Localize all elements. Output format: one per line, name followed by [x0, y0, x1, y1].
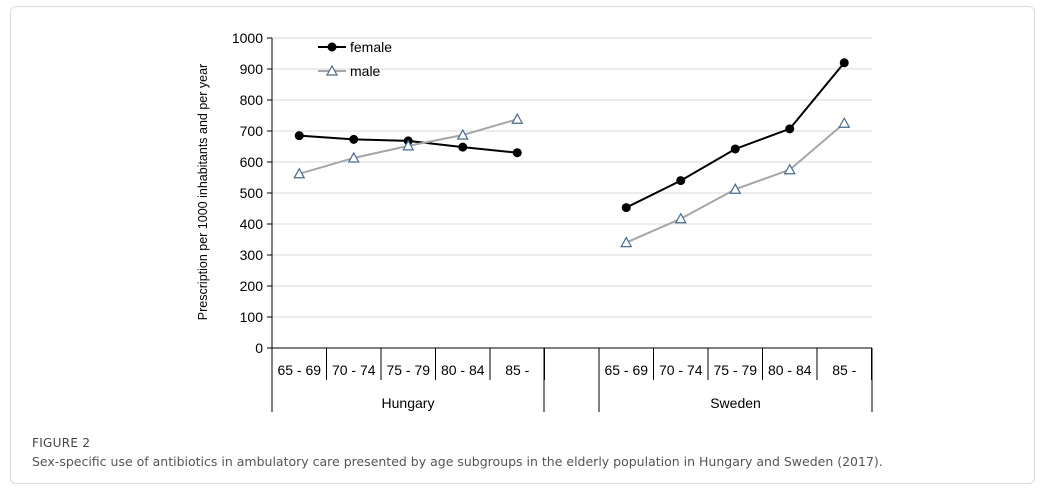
point-male-hungary-2 [402, 139, 415, 151]
x-tick-label-sweden-4: 85 - [832, 362, 856, 378]
point-female-sweden-3 [785, 124, 795, 134]
figure-caption-text: Sex-specific use of antibiotics in ambul… [32, 454, 883, 469]
point-male-sweden-1 [674, 212, 687, 224]
point-female-hungary-0 [294, 131, 304, 141]
point-female-sweden-4 [839, 58, 849, 68]
y-tick-label-100: 100 [240, 309, 264, 325]
point-male-hungary-3 [456, 128, 469, 140]
group-label-hungary: Hungary [382, 395, 435, 411]
y-tick-label-1000: 1000 [232, 30, 263, 46]
point-male-sweden-4 [838, 117, 851, 128]
y-tick-label-400: 400 [240, 216, 264, 232]
line-chart: 0 100 200 300 400 500 600 700 800 900 1000 65 - 69… [196, 30, 873, 412]
point-female-hungary-1 [349, 134, 359, 144]
y-axis: 0 100 200 300 400 500 600 700 800 900 1000 [232, 30, 273, 356]
y-tick-label-500: 500 [240, 185, 264, 201]
legend: female male [318, 39, 392, 79]
point-female-sweden-1 [676, 176, 686, 186]
y-tick-label-700: 700 [240, 123, 264, 139]
figure-frame [10, 6, 1035, 484]
gridlines [272, 37, 872, 318]
y-tick-label-300: 300 [240, 247, 264, 263]
legend-marker-male [325, 64, 339, 76]
y-tick-label-200: 200 [240, 278, 264, 294]
line-male-sweden [625, 122, 845, 244]
y-axis-label: Prescription per 1000 inhabitants and pe… [196, 64, 210, 320]
legend-label-female: female [350, 39, 392, 55]
legend-label-male: male [350, 63, 381, 79]
x-tick-label-sweden-1: 70 - 74 [659, 362, 703, 378]
point-female-hungary-4 [512, 148, 522, 158]
y-tick-label-0: 0 [255, 340, 263, 356]
point-male-sweden-2 [729, 183, 742, 194]
point-male-hungary-1 [347, 151, 360, 163]
figure-caption: FIGURE 2 Sex-specific use of antibiotics… [32, 436, 1022, 469]
point-female-sweden-2 [730, 144, 740, 154]
y-tick-label-800: 800 [240, 92, 264, 108]
point-male-hungary-4 [511, 112, 524, 124]
figure-label: FIGURE 2 [32, 436, 91, 450]
x-tick-label-hungary-0: 65 - 69 [277, 362, 321, 378]
x-axis: 65 - 69 70 - 74 75 - 79 80 - 84 85 - Hungary 6… [271, 347, 873, 412]
x-tick-label-hungary-4: 85 - [505, 362, 529, 378]
y-tick-label-900: 900 [240, 61, 264, 77]
point-male-sweden-0 [620, 236, 633, 248]
x-tick-label-sweden-2: 75 - 79 [713, 362, 757, 378]
point-female-hungary-3 [458, 142, 468, 152]
x-tick-label-hungary-3: 80 - 84 [441, 362, 485, 378]
point-male-hungary-0 [293, 167, 306, 179]
series-lines [293, 58, 851, 248]
group-label-sweden: Sweden [710, 395, 761, 411]
x-tick-label-hungary-1: 70 - 74 [332, 362, 376, 378]
x-tick-label-hungary-2: 75 - 79 [386, 362, 430, 378]
point-male-sweden-3 [783, 163, 796, 175]
y-tick-label-600: 600 [240, 154, 264, 170]
legend-marker-female [327, 42, 337, 52]
point-female-sweden-0 [621, 203, 631, 213]
x-tick-label-sweden-0: 65 - 69 [604, 362, 648, 378]
x-tick-label-sweden-3: 80 - 84 [768, 362, 812, 378]
